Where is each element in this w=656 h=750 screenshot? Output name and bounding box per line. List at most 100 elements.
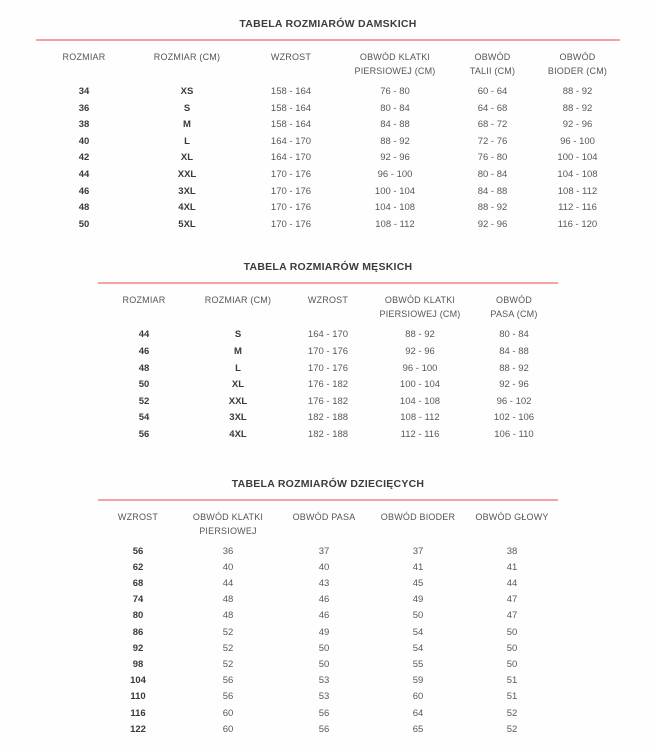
table-cell: 98 (132, 658, 144, 670)
table-cell: 54 (138, 412, 150, 424)
table-row: 110 56 53 60 51 (98, 689, 558, 705)
table-cell: 38 (78, 119, 90, 131)
table-cell: 88 - 92 (562, 102, 593, 114)
table-cell: 49 (412, 594, 424, 606)
table-cell: 56 (138, 428, 150, 440)
column-header-line: OBWÓD BIODER (380, 511, 456, 522)
table-cell: 170 - 176 (270, 202, 312, 214)
table-row: 46 M 170 - 176 92 - 96 84 - 88 (98, 344, 558, 361)
table-cell: 4XL (229, 428, 247, 440)
table-cell: 46 (78, 185, 90, 197)
table-cell: 3XL (178, 185, 196, 197)
column-header-line: OBWÓD KLATKI (384, 295, 456, 306)
table-cell: 76 - 80 (477, 152, 508, 164)
table-cell: 182 - 188 (307, 428, 349, 440)
table-row: 62 40 40 41 41 (98, 560, 558, 576)
table-cell: 104 - 108 (374, 202, 416, 214)
table-row: 40 L 164 - 170 88 - 92 72 - 76 96 - 100 (36, 134, 620, 151)
column-header-line: WZROST (307, 295, 349, 306)
table-row: 44 S 164 - 170 88 - 92 80 - 84 (98, 325, 558, 344)
table-row: 86 52 49 54 50 (98, 625, 558, 641)
table-cell: 116 - 120 (557, 218, 598, 230)
table-cell: XL (180, 152, 194, 164)
table-row: 98 52 50 55 50 (98, 657, 558, 673)
table-cell: 176 - 182 (307, 395, 349, 407)
table-cell: 56 (222, 675, 234, 687)
table-cell: 60 (222, 707, 234, 719)
table-cell: L (235, 362, 241, 374)
table-title-women: TABELA ROZMIARÓW DAMSKICH (239, 18, 417, 30)
table-cell: 60 (412, 691, 424, 703)
column-header-women-0: ROZMIAR (36, 41, 132, 82)
table-cell: 5XL (178, 218, 196, 230)
table-cell: 54 (412, 626, 424, 638)
table-cell: 42 (78, 152, 90, 164)
table-cell: 49 (318, 626, 330, 638)
size-table-kids: WZROST OBWÓD KLATKI PIERSIOWEJ OBWÓD PASA OB… (98, 501, 558, 738)
table-cell: 72 - 76 (477, 135, 508, 147)
table-cell: 50 (318, 642, 330, 654)
table-cell: 44 (506, 577, 518, 589)
table-cell: 176 - 182 (307, 379, 349, 391)
table-cell: 50 (506, 626, 518, 638)
table-cell: 56 (222, 691, 234, 703)
table-cell: 48 (78, 202, 90, 214)
table-cell: 108 - 112 (375, 218, 415, 230)
column-header-line: BIODER (CM) (547, 66, 608, 76)
table-cell: 65 (412, 723, 424, 735)
column-header-men-2: WZROST (286, 284, 370, 325)
table-row: 74 48 46 49 47 (98, 592, 558, 608)
table-cell: 50 (506, 642, 518, 654)
column-header-line: WZROST (270, 52, 312, 62)
table-cell: 60 (222, 723, 234, 735)
table-cell: 112 - 116 (558, 202, 597, 214)
table-cell: 164 - 170 (270, 135, 312, 147)
column-header-line: PIERSIOWEJ (CM) (354, 66, 436, 76)
table-cell: 52 (506, 723, 518, 735)
table-header-row: WZROST OBWÓD KLATKI PIERSIOWEJ OBWÓD PASA OB… (98, 501, 558, 542)
table-head-women: ROZMIAR ROZMIAR (CM) WZROST OBWÓD KLATKI PIE… (36, 41, 620, 82)
table-row: 48 4XL 170 - 176 104 - 108 88 - 92 112 - 116 (36, 200, 620, 217)
table-cell: 45 (412, 577, 424, 589)
table-cell: 44 (222, 577, 234, 589)
table-cell: 76 - 80 (380, 86, 410, 97)
column-header-line: PASA (CM) (490, 309, 538, 320)
table-cell: 50 (78, 218, 90, 230)
column-header-women-3: OBWÓD KLATKI PIERSIOWEJ (CM) (340, 41, 450, 82)
table-cell: 36 (78, 102, 90, 114)
table-cell: 88 - 92 (405, 329, 435, 341)
table-cell: 96 - 100 (377, 168, 413, 180)
table-cell: 43 (318, 577, 330, 589)
table-cell: 88 - 92 (562, 86, 593, 97)
table-cell: 164 - 170 (307, 329, 349, 341)
table-cell: 52 (222, 642, 234, 654)
table-cell: 50 (318, 658, 330, 670)
table-cell: 92 - 96 (562, 119, 593, 131)
table-row: 34 XS 158 - 164 76 - 80 60 - 64 88 - 92 (36, 82, 620, 101)
title-divider-kids (98, 498, 558, 501)
table-cell: 92 (132, 642, 144, 654)
table-cell: 41 (412, 561, 424, 573)
table-cell: 46 (318, 594, 330, 606)
table-row: 42 XL 164 - 170 92 - 96 76 - 80 100 - 104 (36, 150, 620, 167)
table-cell: 34 (78, 86, 90, 97)
table-cell: 51 (506, 691, 518, 703)
table-cell: 170 - 176 (270, 185, 312, 197)
table-cell: 116 (130, 707, 146, 719)
table-cell: XXL (177, 168, 197, 180)
table-cell: 106 - 110 (494, 428, 534, 440)
table-cell: 158 - 164 (270, 119, 312, 131)
table-cell: 86 (132, 626, 144, 638)
table-cell: 170 - 176 (270, 218, 312, 230)
size-table-block-men: TABELA ROZMIARÓW MĘSKICH ROZMIAR ROZMIAR … (0, 233, 656, 443)
table-cell: 68 - 72 (477, 119, 508, 131)
column-header-women-2: WZROST (242, 41, 340, 82)
column-header-line: OBWÓD (559, 52, 596, 62)
table-body-women: 34 XS 158 - 164 76 - 80 60 - 64 88 - 92 36 S 158… (36, 82, 620, 233)
size-table-men: ROZMIAR ROZMIAR (CM) WZROST OBWÓD KLATKI PIE… (98, 284, 558, 443)
table-cell: 104 - 108 (399, 395, 441, 407)
table-cell: 40 (222, 561, 234, 573)
table-cell: 104 (130, 675, 146, 687)
table-cell: 104 - 108 (557, 168, 598, 180)
table-row: 92 52 50 54 50 (98, 641, 558, 657)
